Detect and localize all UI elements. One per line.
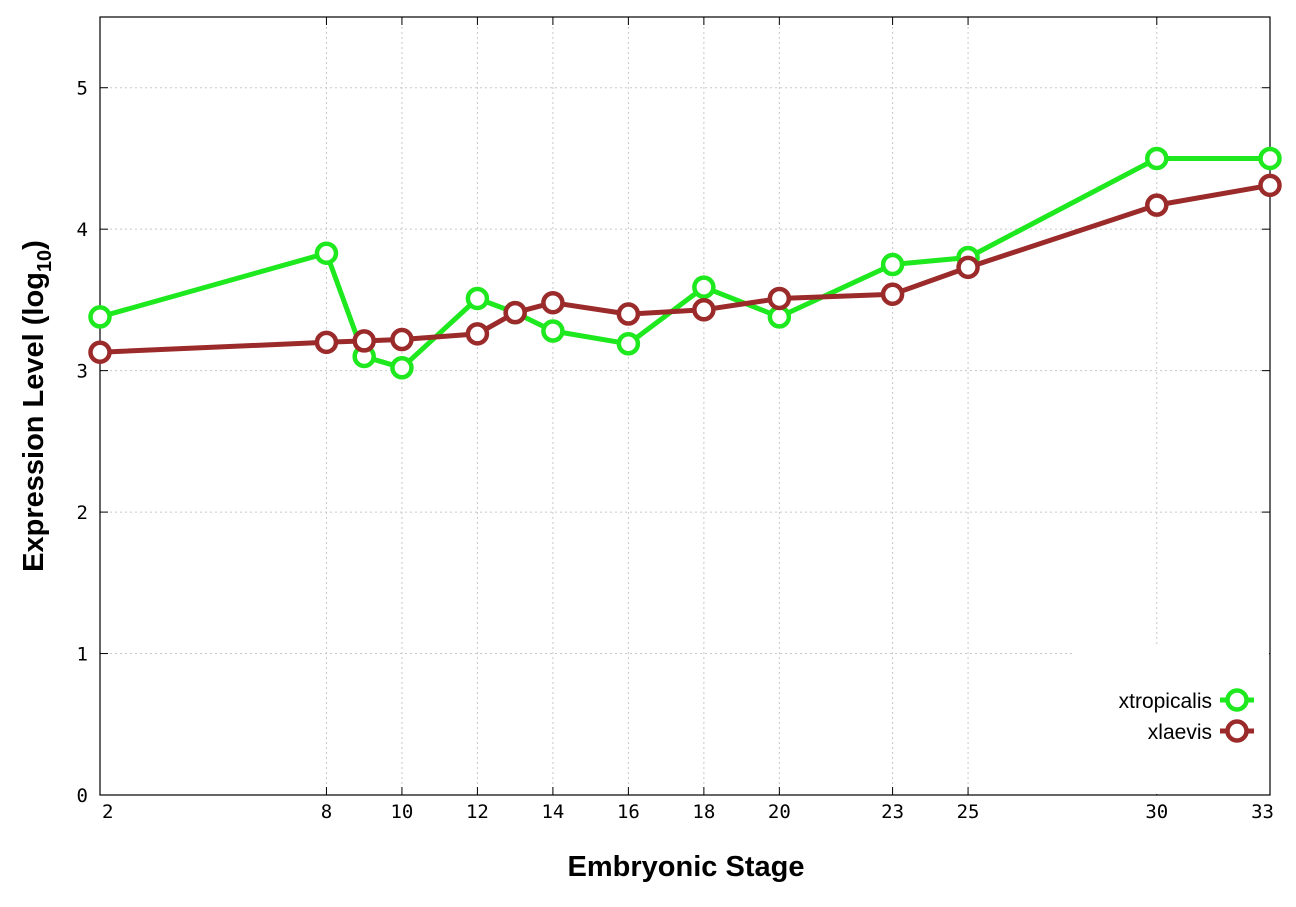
y-axis-title: Expression Level (log10) <box>18 240 56 572</box>
legend-label-xlaevis: xlaevis <box>1148 721 1212 744</box>
data-point-xtropicalis <box>88 305 112 329</box>
data-point-xtropicalis <box>465 286 490 311</box>
x-tick-label: 14 <box>541 801 564 823</box>
y-tick-label: 2 <box>77 502 88 524</box>
data-point-xlaevis <box>314 330 339 355</box>
data-point-xlaevis <box>1145 193 1169 217</box>
legend-label-xtropicalis: xtropicalis <box>1119 690 1212 713</box>
x-tick-label: 23 <box>881 801 904 823</box>
series-xlaevis <box>88 173 1282 364</box>
data-point-xlaevis <box>390 327 414 352</box>
data-point-xtropicalis <box>390 356 414 380</box>
data-point-xlaevis <box>956 255 980 280</box>
data-point-xlaevis <box>1258 173 1282 198</box>
data-point-xlaevis <box>616 302 641 326</box>
data-point-xlaevis <box>541 290 565 315</box>
x-axis-title: Embryonic Stage <box>568 851 805 883</box>
y-axis-title-close: ) <box>18 240 50 250</box>
x-tick-label: 12 <box>466 801 489 823</box>
x-tick-label: 20 <box>768 801 791 823</box>
x-tick-label: 18 <box>692 801 715 823</box>
data-point-xtropicalis <box>1258 146 1282 171</box>
data-point-xtropicalis <box>1145 146 1169 171</box>
data-point-xlaevis <box>692 298 716 322</box>
legend-marker-xlaevis <box>1225 719 1249 743</box>
plot-frame <box>99 16 1271 796</box>
legend-marker-xtropicalis <box>1225 688 1249 712</box>
x-tick-label: 16 <box>617 801 640 823</box>
legend-background <box>1072 645 1269 794</box>
data-point-xlaevis <box>880 282 905 307</box>
data-point-xlaevis <box>465 322 490 346</box>
x-tick-label: 8 <box>321 801 332 823</box>
x-tick-label: 30 <box>1145 801 1168 823</box>
x-tick-label: 25 <box>957 801 980 823</box>
y-axis-title-subscript: 10 <box>34 250 56 272</box>
y-tick-label: 0 <box>77 785 88 807</box>
series-xtropicalis <box>88 146 1282 380</box>
x-tick-label: 10 <box>390 801 413 823</box>
series-line-xtropicalis <box>99 156 1270 371</box>
data-point-xlaevis <box>767 286 792 311</box>
data-point-xtropicalis <box>541 319 565 343</box>
y-tick-label: 3 <box>77 361 88 383</box>
y-tick-label: 1 <box>77 644 88 666</box>
x-tick-label: 33 <box>1251 801 1274 823</box>
y-tick-label: 4 <box>77 219 88 241</box>
x-tick-label: 2 <box>102 801 113 823</box>
data-point-xtropicalis <box>692 275 716 299</box>
y-axis-title-main: Expression Level (log <box>18 272 50 572</box>
series <box>88 146 1282 380</box>
data-point-xlaevis <box>503 300 527 325</box>
legend: xtropicalis xlaevis <box>1072 645 1269 794</box>
data-point-xtropicalis <box>616 332 641 356</box>
data-point-xlaevis <box>88 340 112 364</box>
data-point-xtropicalis <box>314 241 339 265</box>
data-point-xtropicalis <box>880 252 905 277</box>
data-point-xlaevis <box>352 329 376 353</box>
y-tick-label: 5 <box>77 78 88 100</box>
